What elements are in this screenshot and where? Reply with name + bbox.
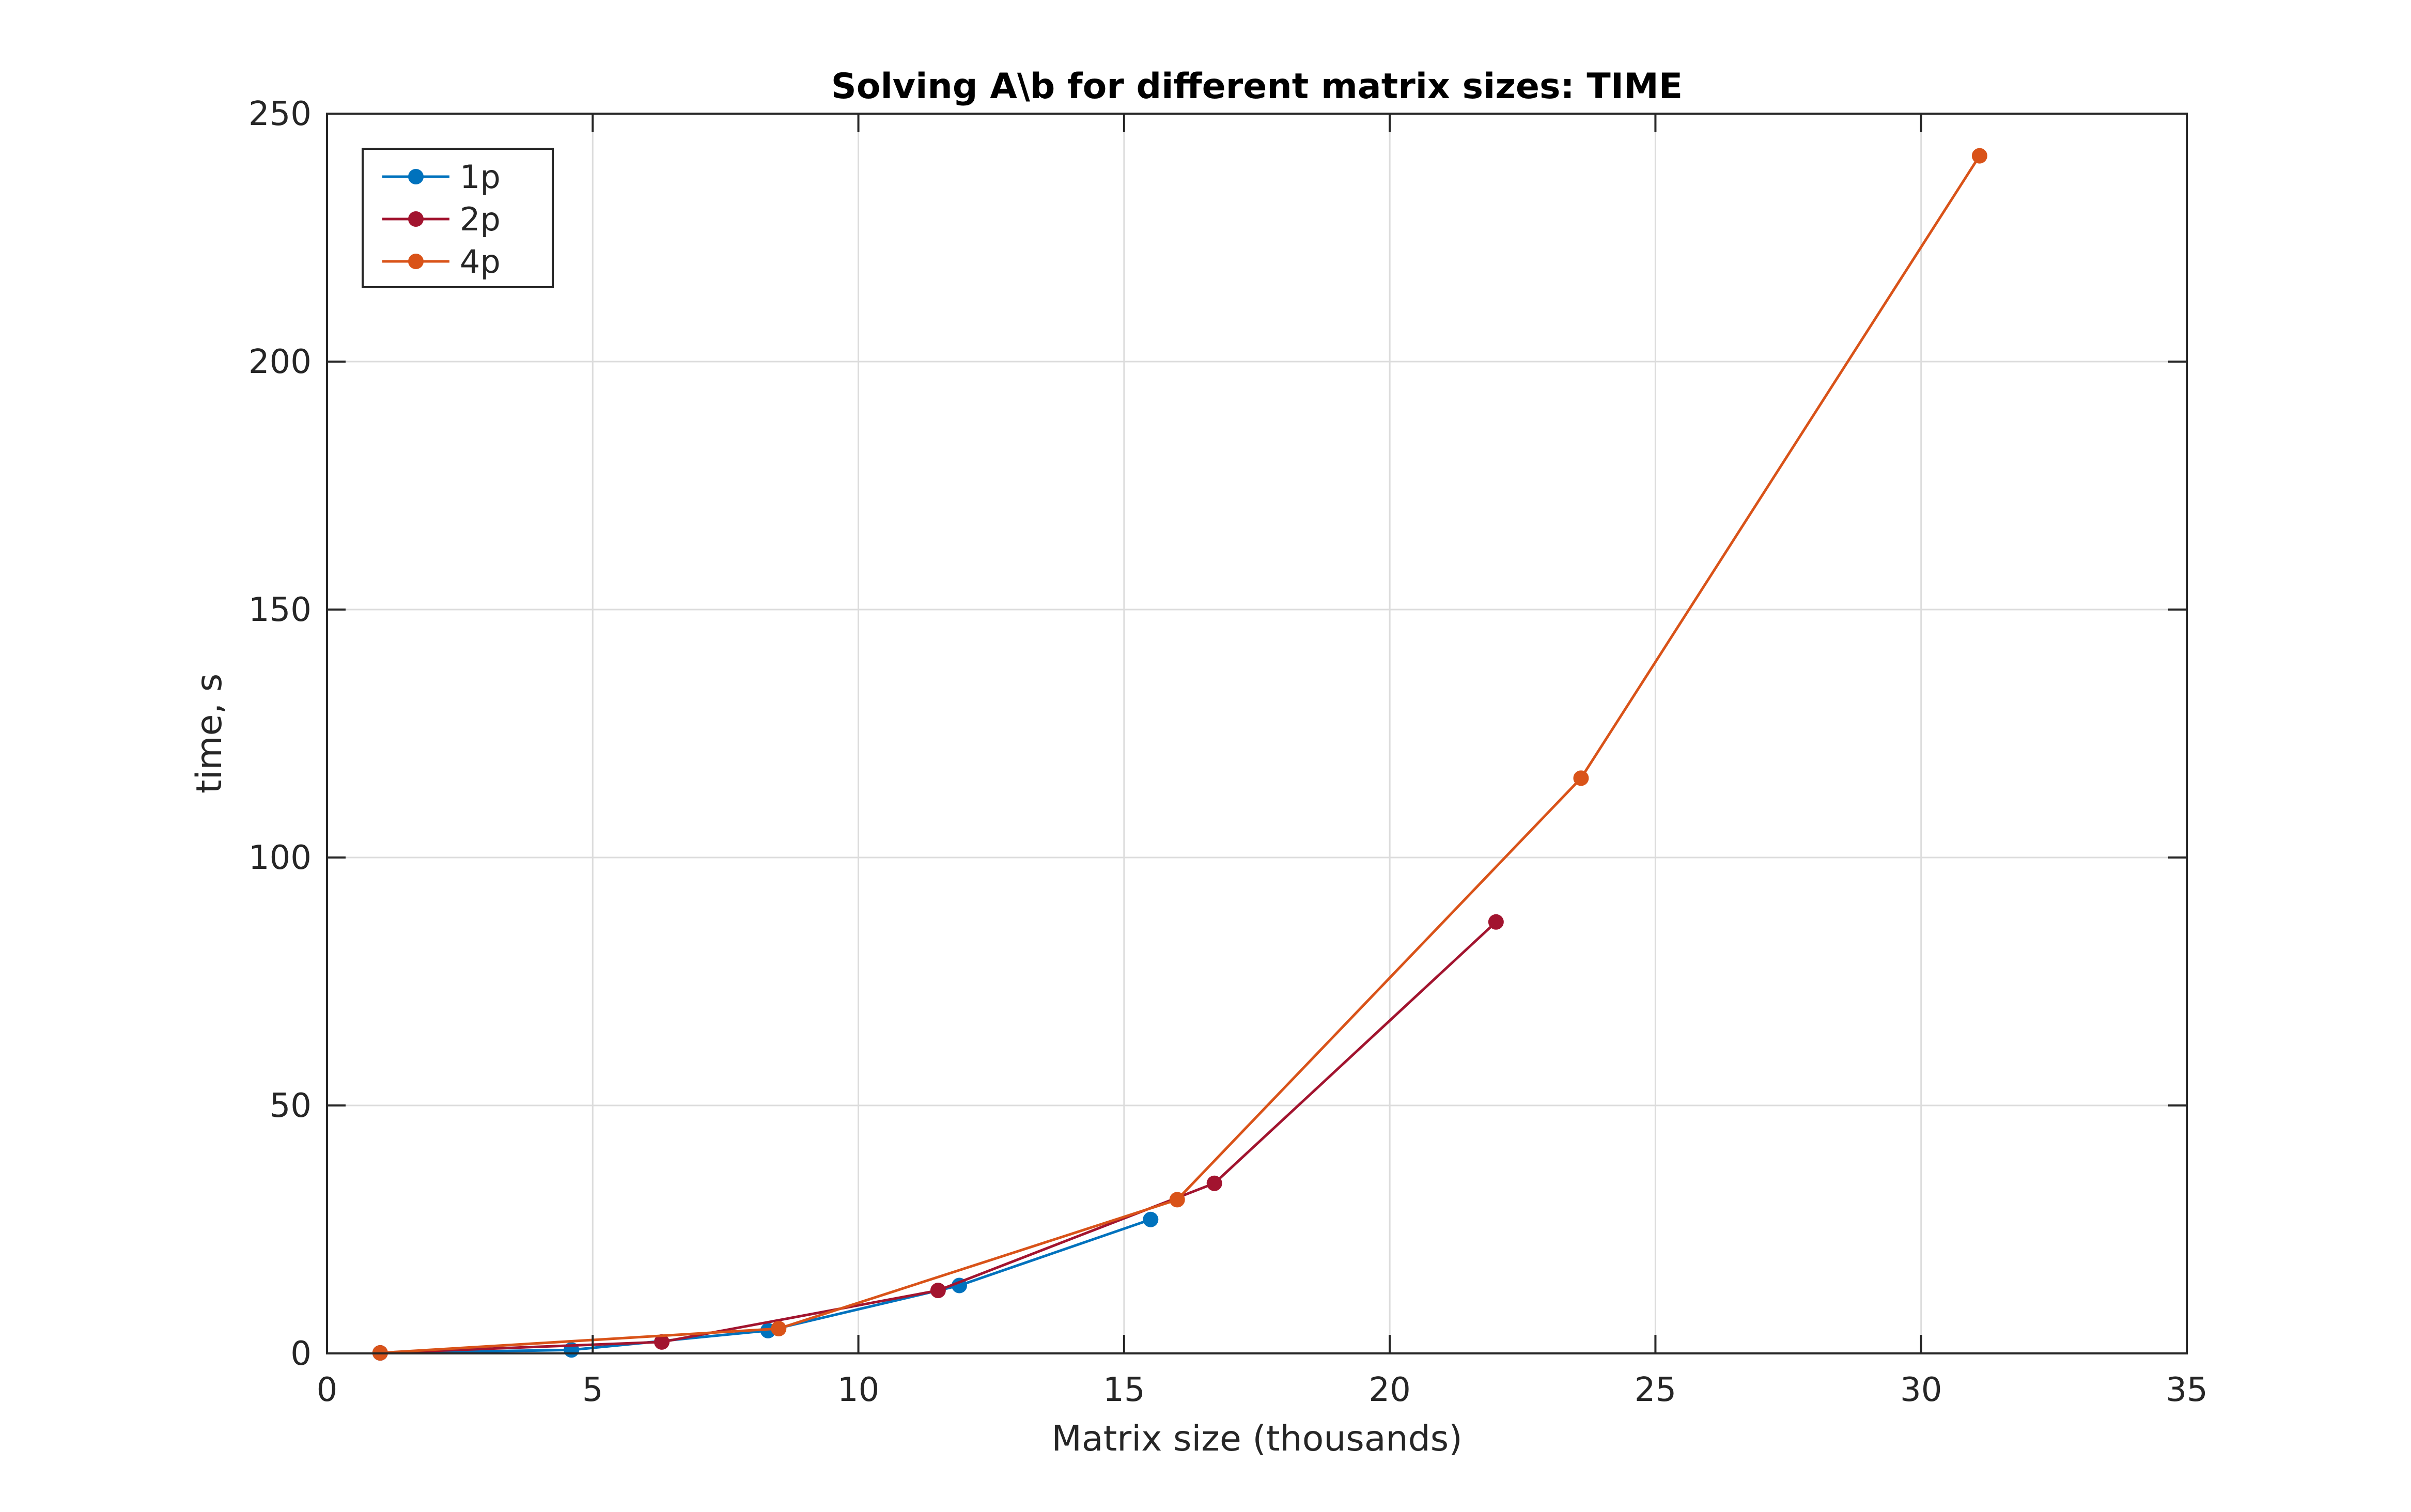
legend-label-2p: 2p xyxy=(460,200,501,238)
series-4p xyxy=(372,148,1987,1361)
data-point-2p xyxy=(930,1283,946,1299)
legend-label-1p: 1p xyxy=(460,158,501,196)
x-tick-label: 25 xyxy=(1635,1371,1676,1409)
legend-marker-4p xyxy=(408,254,424,269)
x-axis-label: Matrix size (thousands) xyxy=(1051,1419,1462,1459)
legend-marker-2p xyxy=(408,211,424,227)
x-tick-label: 30 xyxy=(1900,1371,1942,1409)
data-point-4p xyxy=(1971,148,1987,164)
x-tick-label: 15 xyxy=(1103,1371,1145,1409)
series-group xyxy=(372,148,1987,1361)
data-point-4p xyxy=(771,1321,787,1336)
data-point-2p xyxy=(654,1334,670,1350)
data-point-2p xyxy=(1488,914,1504,930)
y-tick-label: 100 xyxy=(248,839,312,877)
data-point-2p xyxy=(1206,1175,1222,1191)
legend: 1p 2p 4p xyxy=(362,148,554,288)
y-axis-label: time, s xyxy=(189,674,230,793)
chart-title: Solving A\b for different matrix sizes: … xyxy=(831,66,1683,107)
axis-ticks: 0 5 10 15 20 25 30 35 0 50 100 150 200 250 xyxy=(248,95,2208,1409)
legend-marker-1p xyxy=(408,169,424,184)
legend-label-4p: 4p xyxy=(460,243,501,280)
x-tick-label: 35 xyxy=(2166,1371,2207,1409)
legend-item-1p: 1p xyxy=(382,158,501,196)
data-point-4p xyxy=(1169,1192,1185,1208)
data-point-4p xyxy=(1573,770,1589,786)
x-tick-label: 0 xyxy=(317,1371,338,1409)
grid-lines xyxy=(327,114,2187,1353)
plot-frame xyxy=(326,113,2188,1354)
y-tick-label: 200 xyxy=(248,343,312,381)
y-tick-label: 50 xyxy=(270,1087,312,1125)
legend-item-2p: 2p xyxy=(382,200,501,238)
plot-area xyxy=(327,114,2187,1353)
y-tick-label: 150 xyxy=(248,591,312,629)
x-tick-label: 10 xyxy=(837,1371,879,1409)
x-tick-label: 20 xyxy=(1368,1371,1410,1409)
x-tick-label: 5 xyxy=(582,1371,603,1409)
legend-item-4p: 4p xyxy=(382,243,501,280)
y-tick-label: 250 xyxy=(248,95,312,133)
data-point-1p xyxy=(1143,1211,1159,1227)
y-tick-label: 0 xyxy=(290,1335,312,1373)
